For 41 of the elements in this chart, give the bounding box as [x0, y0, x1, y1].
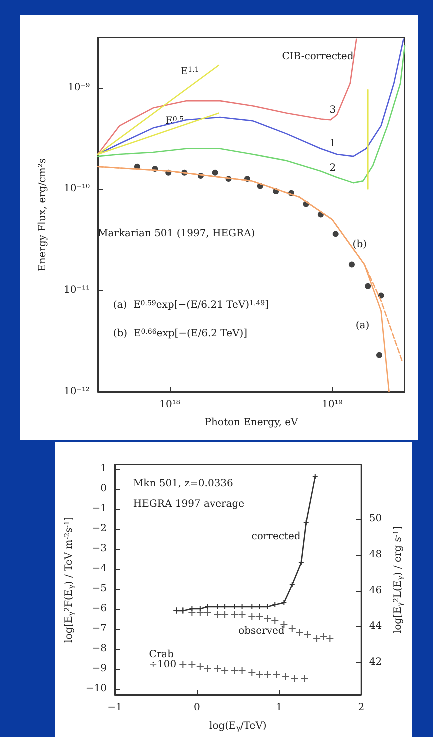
y-tick-label: −6: [92, 604, 107, 614]
y-tick-label: 10⁻¹²: [64, 386, 90, 398]
y-tick-label: 0: [100, 484, 107, 494]
y2-tick-label: 46: [369, 585, 382, 596]
y-tick-label: −3: [92, 544, 107, 554]
y-tick-label: −9: [92, 664, 107, 674]
annotation: Crab ÷100: [149, 649, 177, 670]
x-axis-title: Photon Energy, eV: [204, 418, 300, 428]
annotation: CIB-corrected: [282, 52, 354, 63]
annotation: 2: [330, 163, 336, 174]
y-tick-label: −7: [92, 624, 107, 634]
annotation: (a): [356, 320, 370, 332]
y-tick-label: −2: [92, 524, 107, 534]
x-tick-label: 1: [276, 702, 282, 714]
x-tick-label: 2: [358, 702, 365, 714]
y-tick-label: −4: [92, 564, 107, 574]
y-tick-label: −10: [86, 684, 107, 694]
y-tick-label: 1: [100, 464, 107, 474]
annotation: HEGRA 1997 average: [133, 499, 245, 510]
annotation: 3: [330, 104, 336, 116]
y-tick-label: −5: [92, 584, 107, 594]
x-tick-label: 10¹⁸: [160, 400, 180, 410]
annotation: Markarian 501 (1997, HEGRA): [98, 228, 256, 240]
y-tick-label: 10⁻¹⁰: [64, 184, 90, 195]
annotation: (b): [352, 239, 368, 250]
annotation: corrected: [252, 531, 302, 542]
y-tick-label: 10⁻⁹: [68, 82, 90, 94]
x-tick-label: 0: [194, 702, 200, 714]
x-tick-label: 10¹⁹: [322, 400, 343, 410]
y2-tick-label: 44: [369, 621, 382, 632]
y-tick-label: −8: [92, 644, 107, 654]
y-axis-title: Energy Flux, erg/cm²s: [38, 158, 48, 272]
annotation: 1: [330, 138, 336, 150]
y2-tick-label: 42: [369, 657, 382, 668]
y2-tick-label: 48: [369, 549, 382, 560]
y-tick-label: 10⁻¹¹: [64, 285, 90, 296]
annotation: observed: [238, 626, 286, 638]
y2-tick-label: 50: [369, 513, 382, 524]
annotation: Mkn 501, z=0.0336: [133, 478, 234, 490]
y-tick-label: −1: [92, 504, 107, 514]
x-tick-label: −1: [108, 702, 122, 714]
